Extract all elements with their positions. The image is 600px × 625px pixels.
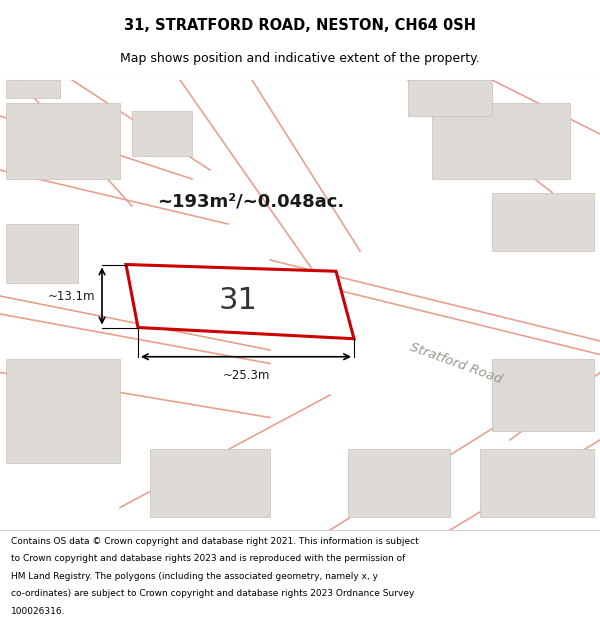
Text: HM Land Registry. The polygons (including the associated geometry, namely x, y: HM Land Registry. The polygons (includin… [11, 572, 378, 581]
Polygon shape [492, 359, 594, 431]
Text: ~25.3m: ~25.3m [223, 369, 269, 382]
Text: co-ordinates) are subject to Crown copyright and database rights 2023 Ordnance S: co-ordinates) are subject to Crown copyr… [11, 589, 414, 598]
Polygon shape [408, 80, 492, 116]
Text: ~13.1m: ~13.1m [47, 289, 95, 302]
Polygon shape [348, 449, 450, 516]
Text: Map shows position and indicative extent of the property.: Map shows position and indicative extent… [120, 52, 480, 65]
Polygon shape [6, 224, 78, 282]
Polygon shape [150, 449, 270, 516]
Polygon shape [432, 102, 570, 179]
Polygon shape [6, 80, 60, 98]
Text: to Crown copyright and database rights 2023 and is reproduced with the permissio: to Crown copyright and database rights 2… [11, 554, 405, 563]
Polygon shape [126, 264, 354, 339]
Polygon shape [132, 111, 192, 156]
Text: 31: 31 [219, 286, 258, 315]
Text: 31, STRATFORD ROAD, NESTON, CH64 0SH: 31, STRATFORD ROAD, NESTON, CH64 0SH [124, 18, 476, 32]
Polygon shape [6, 102, 120, 179]
Polygon shape [480, 449, 594, 516]
Text: 100026316.: 100026316. [11, 607, 65, 616]
Text: ~193m²/~0.048ac.: ~193m²/~0.048ac. [157, 192, 344, 211]
Text: Contains OS data © Crown copyright and database right 2021. This information is : Contains OS data © Crown copyright and d… [11, 537, 419, 546]
Text: Stratford Road: Stratford Road [408, 341, 504, 386]
Polygon shape [6, 359, 120, 462]
Polygon shape [492, 192, 594, 251]
